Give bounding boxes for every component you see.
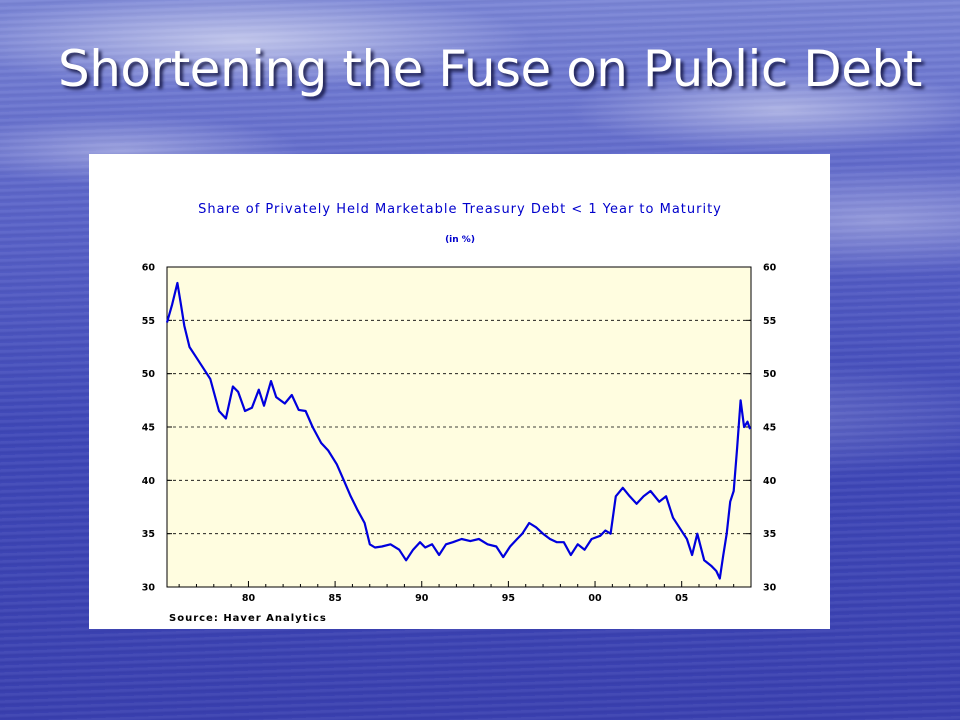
x-tick-label: 85 xyxy=(328,593,341,604)
series-line xyxy=(165,281,752,580)
axis-ticks: 60 60 55 55 50 50 45 45 40 40 35 35 30 30 80 85 90 95 00 05 xyxy=(142,263,777,605)
x-tick-label: 90 xyxy=(415,593,429,604)
y-tick-label-right: 35 xyxy=(763,529,776,540)
x-tick-label: 80 xyxy=(242,593,256,604)
y-tick-label-right: 60 xyxy=(763,263,777,274)
x-tick-label: 95 xyxy=(502,593,515,604)
y-tick-label-left: 45 xyxy=(142,423,155,434)
series-layer xyxy=(165,281,752,580)
y-tick-label-left: 35 xyxy=(142,529,155,540)
y-tick-label-right: 50 xyxy=(763,369,777,380)
y-tick-label-left: 50 xyxy=(142,369,156,380)
x-tick-label: 00 xyxy=(588,593,602,604)
y-tick-label-right: 30 xyxy=(763,583,777,594)
chart-subtitle: (in %) xyxy=(445,235,475,245)
y-tick-label-right: 45 xyxy=(763,423,776,434)
y-tick-label-right: 40 xyxy=(763,476,777,487)
line-chart: Share of Privately Held Marketable Treas… xyxy=(142,202,777,624)
y-tick-label-right: 55 xyxy=(763,316,776,327)
grid-lines xyxy=(167,319,751,535)
chart-title: Share of Privately Held Marketable Treas… xyxy=(198,202,722,217)
chart-panel: Share of Privately Held Marketable Treas… xyxy=(89,154,830,629)
y-tick-label-left: 40 xyxy=(142,476,156,487)
y-tick-label-left: 30 xyxy=(142,583,156,594)
x-tick-label: 05 xyxy=(675,593,688,604)
slide-title: Shortening the Fuse on Public Debt xyxy=(58,40,922,98)
y-tick-label-left: 55 xyxy=(142,316,155,327)
source-note: Source: Haver Analytics xyxy=(169,613,327,624)
y-tick-label-left: 60 xyxy=(142,263,156,274)
